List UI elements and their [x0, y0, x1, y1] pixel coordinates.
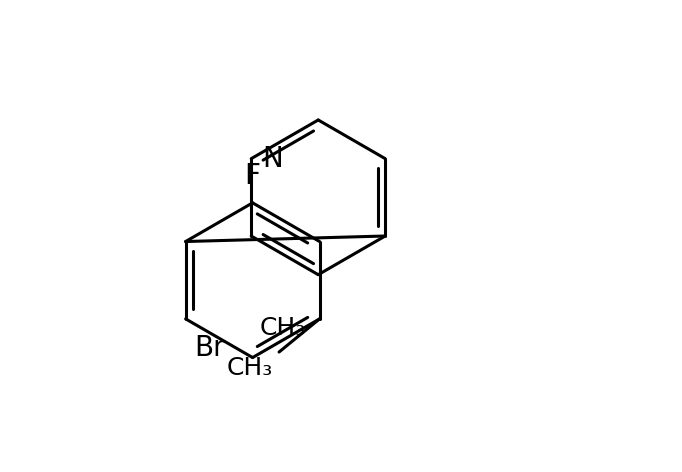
Text: Br: Br: [194, 334, 225, 362]
Text: CH₃: CH₃: [260, 316, 306, 340]
Text: F: F: [245, 161, 261, 190]
Text: N: N: [263, 144, 283, 173]
Text: CH₃: CH₃: [227, 356, 273, 379]
